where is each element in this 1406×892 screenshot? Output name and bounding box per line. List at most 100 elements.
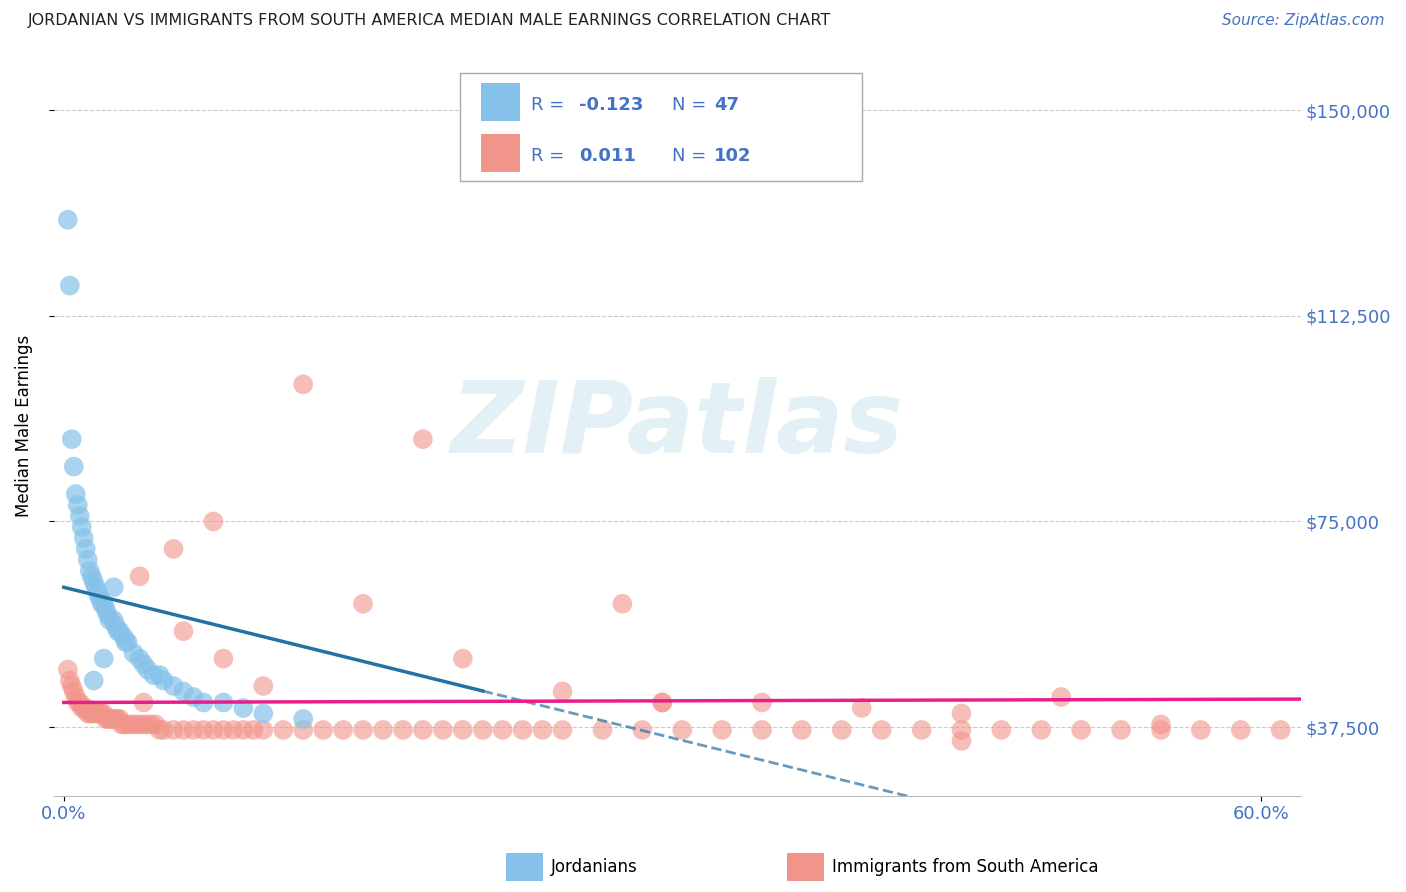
Point: [352, 597, 374, 611]
Point: [104, 712, 127, 726]
Point: [73, 701, 96, 715]
Point: [128, 717, 150, 731]
Point: [252, 723, 274, 737]
Point: [76, 706, 98, 721]
Point: [292, 712, 315, 726]
Point: [148, 668, 170, 682]
Point: [312, 723, 335, 737]
Point: [193, 696, 215, 710]
Point: [83, 706, 105, 721]
Point: [73, 531, 96, 545]
Point: [145, 717, 167, 731]
Point: [132, 696, 155, 710]
Point: [451, 651, 474, 665]
Point: [183, 690, 205, 704]
Point: [183, 723, 205, 737]
Point: [128, 651, 150, 665]
Point: [1270, 723, 1292, 737]
Point: [352, 723, 374, 737]
Point: [98, 613, 121, 627]
Point: [132, 657, 155, 671]
Point: [591, 723, 613, 737]
Point: [851, 701, 873, 715]
Point: [89, 591, 111, 606]
Point: [212, 651, 235, 665]
Point: [62, 684, 84, 698]
Point: [124, 717, 146, 731]
Point: [107, 624, 129, 639]
Point: [103, 712, 125, 726]
Point: [94, 712, 117, 726]
Text: Jordanians: Jordanians: [551, 858, 638, 876]
Point: [90, 597, 112, 611]
Point: [392, 723, 415, 737]
Point: [252, 679, 274, 693]
Point: [173, 723, 195, 737]
Point: [65, 690, 87, 704]
Point: [222, 723, 245, 737]
Point: [103, 580, 125, 594]
Point: [117, 717, 139, 731]
Point: [332, 723, 354, 737]
Point: [93, 651, 115, 665]
Point: [212, 696, 235, 710]
Point: [232, 701, 254, 715]
Point: [87, 586, 110, 600]
Point: [108, 624, 131, 639]
Point: [1150, 717, 1173, 731]
Point: [910, 723, 932, 737]
Point: [97, 712, 120, 726]
Point: [950, 723, 973, 737]
Text: JORDANIAN VS IMMIGRANTS FROM SOUTH AMERICA MEDIAN MALE EARNINGS CORRELATION CHAR: JORDANIAN VS IMMIGRANTS FROM SOUTH AMERI…: [28, 13, 831, 29]
Point: [162, 679, 184, 693]
Point: [112, 630, 135, 644]
Point: [1050, 690, 1073, 704]
Point: [62, 459, 84, 474]
Point: [162, 723, 184, 737]
Point: [136, 717, 159, 731]
Point: [66, 696, 89, 710]
Point: [173, 684, 195, 698]
Point: [292, 723, 315, 737]
Point: [79, 564, 101, 578]
Point: [56, 663, 79, 677]
Point: [69, 696, 91, 710]
Point: [531, 723, 554, 737]
Point: [252, 706, 274, 721]
Text: 47: 47: [714, 95, 740, 113]
Point: [492, 723, 515, 737]
Point: [152, 723, 174, 737]
Point: [790, 723, 813, 737]
Point: [651, 696, 673, 710]
Point: [831, 723, 853, 737]
Point: [292, 377, 315, 392]
Point: [80, 569, 103, 583]
Point: [512, 723, 534, 737]
Point: [142, 668, 165, 682]
Text: R =: R =: [531, 147, 571, 165]
Point: [65, 487, 87, 501]
Point: [950, 734, 973, 748]
Point: [1150, 723, 1173, 737]
Point: [121, 717, 143, 731]
Point: [148, 723, 170, 737]
Point: [1189, 723, 1212, 737]
Text: R =: R =: [531, 95, 571, 113]
Point: [59, 278, 82, 293]
Point: [950, 706, 973, 721]
Point: [551, 723, 574, 737]
Point: [83, 673, 105, 688]
Y-axis label: Median Male Earnings: Median Male Earnings: [15, 334, 32, 516]
Point: [80, 706, 103, 721]
Point: [117, 635, 139, 649]
Point: [66, 498, 89, 512]
Point: [100, 712, 122, 726]
Point: [671, 723, 693, 737]
Point: [108, 712, 131, 726]
Point: [141, 717, 163, 731]
Point: [97, 607, 120, 622]
Point: [98, 712, 121, 726]
Point: [412, 723, 434, 737]
Point: [152, 673, 174, 688]
Point: [104, 618, 127, 632]
